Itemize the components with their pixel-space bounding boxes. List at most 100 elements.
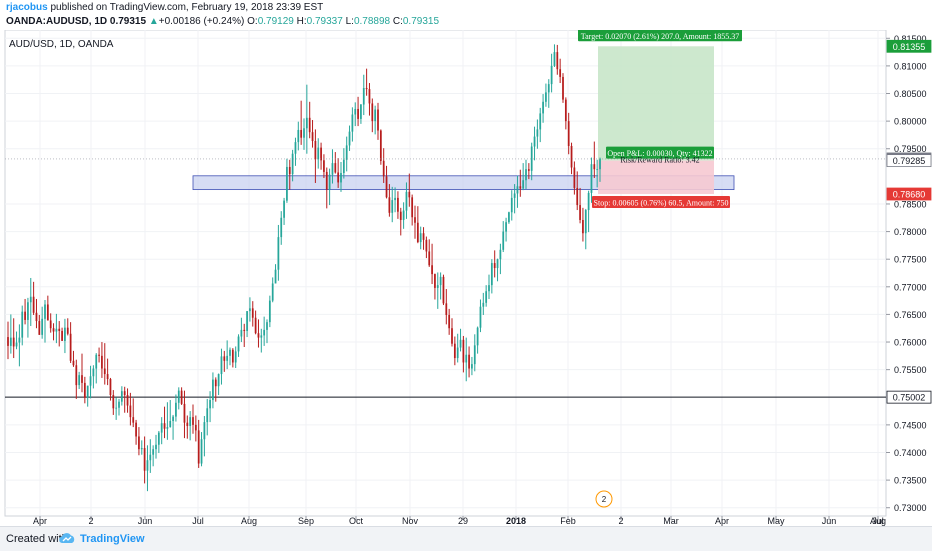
candle-body	[112, 395, 115, 409]
candles	[7, 44, 601, 492]
candle-body	[485, 291, 488, 303]
candle-body	[175, 402, 177, 417]
earnings-badge-icon	[595, 490, 613, 508]
candle-body	[587, 192, 590, 211]
candle-body	[38, 321, 41, 335]
candle-body	[479, 306, 482, 328]
tradingview-brand-link[interactable]: TradingView	[80, 533, 145, 545]
candle-body	[163, 423, 166, 429]
candle-body	[576, 187, 579, 206]
candle-body	[157, 432, 160, 445]
candle-body	[41, 318, 44, 335]
x-tick-label: Nov	[402, 516, 419, 526]
candle-body	[197, 430, 200, 464]
open-label: O:	[247, 16, 258, 27]
x-tick-label: Aug	[241, 516, 257, 526]
candle-body	[29, 296, 32, 303]
candle-body	[405, 191, 408, 211]
candle-body	[24, 311, 26, 320]
x-tick-label: Jun	[822, 516, 837, 526]
candle-body	[229, 349, 231, 356]
chart-header: rjacobus published on TradingView.com, F…	[0, 0, 932, 30]
candle-body	[311, 132, 314, 142]
high-label: H:	[296, 16, 307, 27]
candle-body	[280, 217, 283, 238]
candle-body	[251, 308, 254, 318]
candle-body	[192, 417, 194, 425]
candle-body	[55, 328, 58, 332]
candle-body	[596, 169, 599, 170]
candle-body	[505, 222, 507, 232]
candle-body	[374, 109, 377, 122]
candle-body	[527, 169, 530, 171]
candle-body	[593, 164, 596, 170]
time-axis[interactable]: Apr 2 Jun Jul Aug Sep Oct Nov 29 2018 Feb 2 Mar Apr Ma…	[5, 515, 886, 526]
candle-body	[442, 276, 445, 304]
candle-body	[476, 327, 479, 346]
price-chart[interactable]: Target: 0.02070 (2.61%) 207.0, Amount: 1…	[0, 30, 932, 526]
candle-body	[539, 113, 542, 130]
candle-body	[445, 303, 448, 315]
candle-body	[32, 296, 35, 313]
candle-body	[362, 87, 365, 105]
candle-body	[428, 251, 431, 266]
candle-body	[106, 374, 109, 380]
price-change: +0.00186 (+0.24%)	[158, 16, 245, 27]
candle-body	[286, 166, 288, 201]
candle-body	[297, 129, 300, 143]
footer: Created with TradingView	[0, 526, 932, 551]
candle-body	[86, 385, 89, 398]
candle-body	[186, 422, 189, 426]
x-tick-label: 2	[618, 516, 623, 526]
candle-body	[399, 211, 402, 220]
close-label: C:	[392, 16, 403, 27]
annotation-layer: Target: 0.02070 (2.61%) 207.0, Amount: 1…	[5, 30, 886, 508]
y-tick-label: 0.81500	[894, 34, 927, 44]
candle-body	[83, 382, 86, 398]
candle-body	[81, 375, 83, 383]
x-tick-label: Oct	[349, 516, 364, 526]
quote-line: OANDA:AUDUSD, 1D 0.79315 ▲+0.00186 (+0.2…	[6, 15, 439, 29]
candle-body	[101, 355, 103, 369]
candle-body	[496, 259, 499, 269]
chart-pane	[4, 30, 887, 517]
candle-body	[459, 339, 462, 348]
candle-body	[453, 343, 456, 359]
candle-body	[422, 233, 425, 240]
candle-body	[44, 304, 46, 319]
risk-reward-label: Risk/Reward Ratio: 3.42	[620, 156, 699, 165]
candle-body	[9, 337, 12, 346]
chart-grid	[5, 30, 886, 516]
candle-body	[348, 131, 351, 146]
price-axis[interactable]: 0.81500 0.81000 0.80500 0.80000 0.79500 0.785…	[886, 34, 932, 513]
candle-body	[431, 265, 433, 275]
candle-body	[385, 176, 388, 198]
profit-zone	[598, 46, 714, 161]
author-link[interactable]: rjacobus	[6, 2, 48, 13]
candle-body	[325, 171, 328, 190]
chart-title: AUD/USD, 1D, OANDA	[9, 39, 114, 50]
x-tick-label: Apr	[33, 516, 47, 526]
y-tick-label: 0.74000	[894, 448, 927, 458]
candle-body	[46, 304, 49, 321]
candle-body	[536, 129, 539, 137]
candle-body	[160, 423, 163, 433]
price-tag-label: 0.75002	[893, 393, 926, 403]
y-tick-label: 0.73000	[894, 503, 927, 513]
y-tick-label: 0.78500	[894, 199, 927, 209]
y-tick-label: 0.77500	[894, 255, 927, 265]
open-pnl-label: Open P&L: 0.00030, Qty: 41322	[607, 149, 712, 158]
candle-body	[371, 103, 374, 122]
change-up-icon: ▲	[148, 16, 159, 27]
stop-label-bg	[592, 196, 730, 209]
candle-body	[15, 342, 18, 347]
candle-body	[18, 337, 21, 343]
candle-body	[573, 167, 576, 188]
candle-body	[243, 329, 246, 331]
candle-body	[35, 312, 38, 322]
candle-body	[451, 328, 453, 344]
candle-body	[209, 400, 211, 409]
candle-body	[132, 417, 135, 423]
candle-body	[271, 283, 274, 301]
candle-body	[411, 197, 414, 218]
